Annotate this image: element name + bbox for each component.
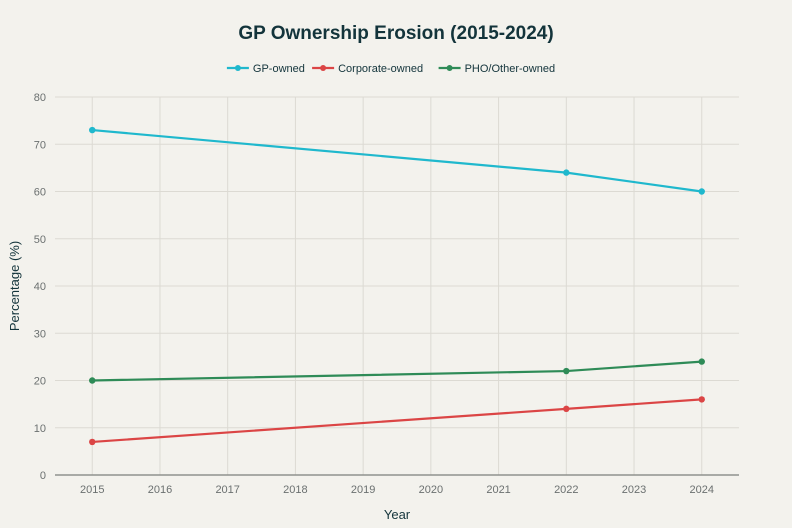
- x-tick-label: 2015: [80, 484, 104, 496]
- x-tick-label: 2017: [215, 484, 239, 496]
- x-tick-label: 2016: [148, 484, 172, 496]
- series-corporate-owned: [89, 396, 705, 446]
- legend-label: GP-owned: [253, 63, 305, 75]
- y-tick-label: 30: [34, 328, 46, 340]
- y-tick-label: 70: [34, 139, 46, 151]
- x-axis-title: Year: [384, 507, 411, 522]
- x-tick-label: 2018: [283, 484, 307, 496]
- data-point[interactable]: [698, 358, 705, 365]
- y-tick-label: 0: [40, 470, 46, 482]
- data-point[interactable]: [89, 126, 96, 134]
- legend-marker-icon: [234, 65, 241, 71]
- x-tick-label: 2020: [419, 484, 443, 496]
- legend-marker-icon: [446, 65, 453, 71]
- y-tick-label: 40: [34, 281, 46, 293]
- series-pho-other-owned: [89, 358, 705, 384]
- data-point[interactable]: [698, 188, 705, 195]
- legend: GP-owned Corporate-owned PHO/Other-owned: [226, 63, 555, 75]
- x-tick-label: 2022: [554, 484, 578, 496]
- y-tick-label: 20: [34, 376, 46, 388]
- legend-label: Corporate-owned: [338, 63, 423, 75]
- y-tick-label: 10: [34, 423, 46, 435]
- legend-marker-icon: [320, 65, 327, 71]
- series-group: [89, 126, 705, 446]
- y-tick-labels: 0 10 20 30 40 50 60 70 80: [34, 92, 46, 482]
- data-point[interactable]: [698, 396, 705, 403]
- series-line: [92, 128, 702, 193]
- data-point[interactable]: [563, 169, 570, 176]
- x-tick-label: 2021: [486, 484, 510, 496]
- series-line: [92, 398, 702, 444]
- y-axis-title: Percentage (%): [7, 241, 22, 331]
- data-point[interactable]: [563, 367, 570, 375]
- data-point[interactable]: [563, 405, 570, 413]
- data-point[interactable]: [89, 438, 96, 446]
- x-tick-label: 2019: [351, 484, 375, 496]
- y-gridlines: [55, 96, 739, 429]
- series-line: [92, 360, 702, 382]
- chart-title: GP Ownership Erosion (2015-2024): [238, 23, 553, 44]
- y-tick-label: 50: [34, 234, 46, 246]
- series-gp-owned: [89, 126, 705, 195]
- legend-item[interactable]: Corporate-owned: [312, 63, 423, 75]
- legend-item[interactable]: PHO/Other-owned: [438, 63, 555, 75]
- legend-label: PHO/Other-owned: [465, 63, 555, 75]
- x-tick-label: 2023: [622, 484, 646, 496]
- x-tick-label: 2024: [690, 484, 714, 496]
- x-tick-labels: 2015 2016 2017 2018 2019 2020 2021 2022 2023 2024: [80, 484, 714, 496]
- legend-item[interactable]: GP-owned: [226, 63, 305, 75]
- data-point[interactable]: [89, 377, 96, 384]
- y-tick-label: 80: [34, 92, 46, 104]
- y-tick-label: 60: [34, 187, 46, 199]
